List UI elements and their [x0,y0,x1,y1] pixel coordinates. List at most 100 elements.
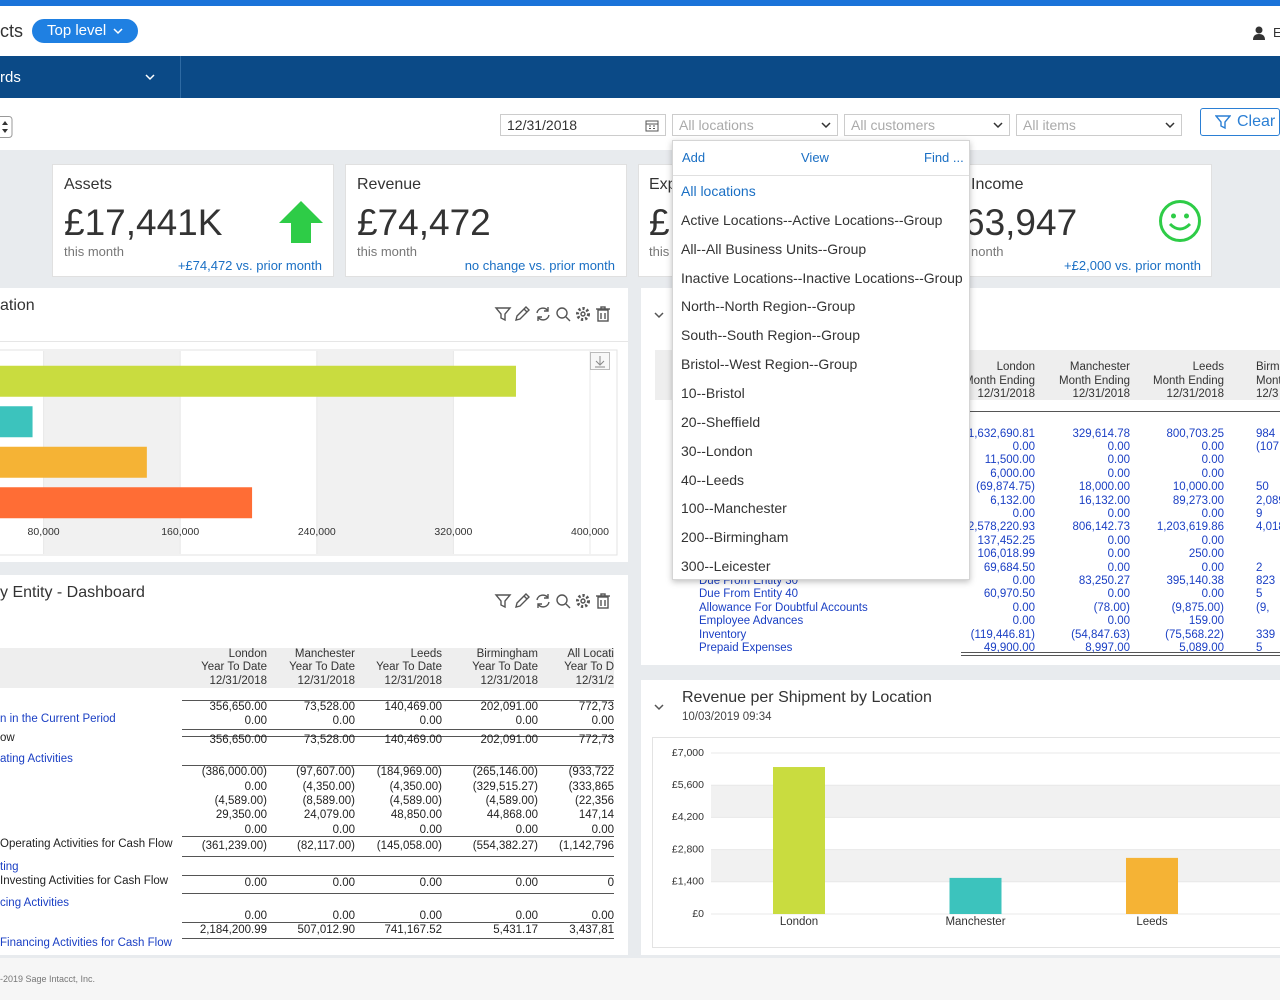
column-header: Year To Date [201,660,267,673]
row-rule [182,765,614,766]
cell-value: 0.00 [1201,467,1224,480]
cell-value: (54,847.63) [1071,628,1130,641]
row-rule [182,856,614,857]
row-label[interactable]: Inventory [699,628,747,641]
context-button[interactable]: Top level [32,19,138,43]
dropdown-option[interactable]: 100--Manchester [681,500,787,517]
column-header: 12/31/2018 [977,387,1035,400]
select-items[interactable]: All items [1016,114,1182,136]
cell-value: 0.00 [1107,561,1130,574]
cell-value: 0.00 [419,909,442,922]
cell-value: (361,239.00) [201,839,267,852]
cell-value: 44,868.00 [486,808,538,821]
row-label[interactable]: Financing Activities for Cash Flow [0,936,172,949]
dropdown-action[interactable]: View [801,150,829,165]
up-arrow-icon [279,201,323,243]
cell-value: 0.00 [1012,574,1035,587]
refresh-part [536,594,550,608]
nav-menu[interactable]: rds [0,69,21,86]
column-header: 12/3 [1256,387,1279,400]
settings-part [576,594,590,608]
y-tick-label: £7,000 [672,747,704,759]
row-label[interactable]: ting [0,860,19,873]
cell-value: 2,184,200.99 [199,923,267,936]
bar [1126,857,1178,914]
dropdown-option[interactable]: South--South Region--Group [681,327,860,344]
clear-button[interactable]: Clear [1200,108,1280,136]
bar [0,446,147,478]
edit-icon [515,306,530,321]
dropdown-option[interactable]: 300--Leicester [681,558,771,575]
cell-value: 159.00 [1188,615,1224,628]
column-header: Month Ending [964,374,1035,387]
dropdown-option[interactable]: Inactive Locations--Inactive Locations--… [681,269,963,286]
cell-value: (1,142,796 [559,839,614,852]
dropdown-option[interactable]: 30--London [681,442,753,459]
x-tick-label: 320,000 [434,526,472,538]
cell-value: 2,578,220.93 [967,521,1035,534]
dropdown-option[interactable]: 10--Bristol [681,384,745,401]
dropdown-option[interactable]: 20--Sheffield [681,413,761,430]
cell-value: (78.00) [1093,601,1130,614]
y-tick-label: £5,600 [672,779,704,791]
chart-panel: Revenue per Shipment by Location 10/03/20… [641,680,1280,955]
dropdown-option[interactable]: All--All Business Units--Group [681,240,867,257]
select-customers[interactable]: All customers [844,114,1010,136]
filter-part [494,307,512,322]
row-rule [182,700,614,701]
dropdown-option[interactable]: North--North Region--Group [681,298,856,315]
bar [0,365,516,397]
dropdown-option[interactable]: 40--Leeds [681,471,745,488]
row-label[interactable]: ating Activities [0,752,73,765]
refresh-icon [536,307,550,321]
delete-icon [596,593,610,609]
column-header: London [228,647,267,660]
cell-value: 1,203,619.86 [1156,521,1224,534]
user-icon [1253,26,1265,40]
column-header: Year To Date [472,660,538,673]
arrow [279,201,323,243]
column-header: 12/31/2018 [480,674,538,687]
smiley-mouth [1168,222,1192,231]
cell-value: 0.00 [1107,588,1130,601]
cell-value: 0.00 [244,823,267,836]
row-label[interactable]: n in the Current Period [0,712,116,725]
kpi-period: this month [64,244,124,259]
dropdown-option[interactable]: Active Locations--Active Locations--Grou… [681,211,943,228]
select-locations[interactable]: All locations [672,114,838,136]
date-input[interactable]: 12/31/2018 [500,114,666,136]
chart-panel: ation 80,000 160,000 240,000 320,000 400,000 [0,288,628,562]
panel-toolbar [494,306,610,322]
cell-value: 140,469.00 [384,700,442,713]
row-label[interactable]: Prepaid Expenses [699,641,793,654]
row-label[interactable]: Allowance For Doubtful Accounts [699,601,868,614]
dropdown-option[interactable]: All locations [681,183,756,199]
cell-value: 0.00 [515,909,538,922]
chevron [654,312,664,319]
cell-value: 0.00 [1107,534,1130,547]
dropdown-option[interactable]: Bristol--West Region--Group [681,356,858,373]
cell-value: 0.00 [419,823,442,836]
column-header: Month Ending [1059,374,1130,387]
dropdown-action[interactable]: Add [682,150,706,165]
chevron-icon [1165,122,1175,129]
column-header: Year To Date [376,660,442,673]
cell-value: 10,000.00 [1172,481,1224,494]
chevron [654,704,664,711]
column-header: All Locati [567,647,614,660]
chevron [993,122,1003,129]
delete-part [600,306,606,310]
row-label[interactable]: Due From Entity 40 [699,588,799,601]
dropdown-action[interactable]: Find ... [924,150,964,165]
search-icon [556,594,571,609]
cell-value: 0.00 [244,909,267,922]
cell-value: (4,350.00) [389,780,442,793]
dropdown-option[interactable]: 200--Birmingham [681,529,789,546]
select-placeholder: All locations [679,117,754,133]
column-header: London [996,360,1035,373]
cell-value: 329,614.78 [1072,427,1130,440]
row-label[interactable]: cing Activities [0,896,70,909]
row-label[interactable]: Employee Advances [699,615,804,628]
chevron-icon [145,74,155,81]
